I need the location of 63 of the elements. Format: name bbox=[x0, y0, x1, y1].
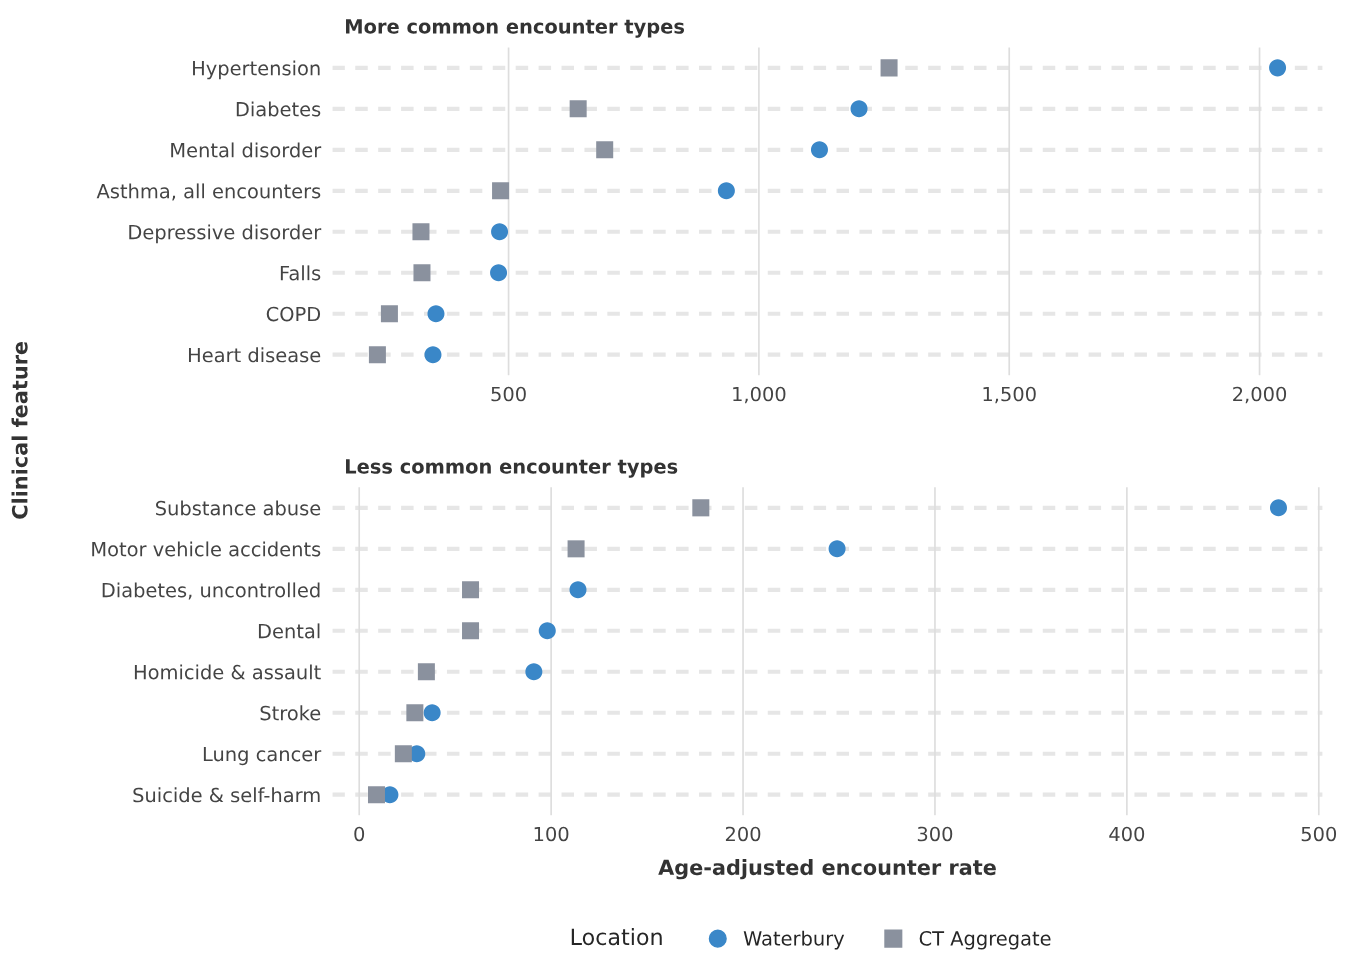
y-tick-label: Depressive disorder bbox=[129, 224, 322, 244]
y-tick-label: Suicide & self-harm bbox=[133, 787, 320, 803]
point bbox=[423, 704, 441, 722]
point bbox=[717, 182, 735, 200]
point bbox=[569, 581, 587, 599]
point bbox=[1269, 499, 1287, 517]
x-tick-label: 500 bbox=[491, 386, 526, 402]
y-tick-label: Mental disorder bbox=[171, 142, 322, 158]
point bbox=[880, 59, 898, 77]
point bbox=[850, 100, 868, 118]
legend-label: Waterbury bbox=[743, 930, 845, 950]
y-axis-title: Clinical feature bbox=[11, 341, 28, 519]
point bbox=[492, 182, 510, 200]
x-tick-label: 400 bbox=[1109, 826, 1145, 842]
y-tick-label: Lung cancer bbox=[203, 746, 322, 766]
point bbox=[394, 745, 412, 763]
point bbox=[424, 346, 442, 364]
y-tick-label: Dental bbox=[258, 623, 320, 639]
point bbox=[427, 305, 445, 323]
point bbox=[538, 622, 556, 640]
point bbox=[567, 540, 585, 558]
point bbox=[462, 581, 480, 599]
legend-label: CT Aggregate bbox=[919, 931, 1051, 950]
point bbox=[368, 346, 386, 364]
x-tick-label: 1,500 bbox=[983, 386, 1036, 404]
point bbox=[367, 786, 385, 804]
point bbox=[490, 264, 508, 282]
y-tick-label: Asthma, all encounters bbox=[96, 183, 321, 201]
point bbox=[462, 622, 480, 640]
y-tick-label: Diabetes bbox=[236, 101, 321, 117]
point bbox=[406, 704, 424, 722]
point bbox=[810, 141, 828, 159]
point bbox=[525, 663, 543, 681]
y-tick-label: Substance abuse bbox=[156, 500, 321, 516]
x-tick-label: 500 bbox=[1301, 826, 1337, 842]
x-tick-label: 100 bbox=[534, 826, 569, 842]
chart-title: Less common encounter types bbox=[346, 459, 678, 478]
y-tick-label: Heart disease bbox=[188, 347, 321, 363]
point bbox=[692, 499, 710, 517]
point bbox=[596, 141, 614, 159]
x-tick-label: 0 bbox=[354, 826, 365, 842]
point bbox=[380, 305, 398, 323]
x-tick-label: 300 bbox=[917, 826, 953, 842]
y-tick-label: Diabetes, uncontrolled bbox=[102, 582, 320, 600]
point bbox=[828, 540, 846, 558]
y-tick-label: Hypertension bbox=[193, 60, 320, 80]
y-tick-label: Falls bbox=[280, 265, 321, 281]
x-tick-label: 200 bbox=[725, 826, 761, 842]
point bbox=[1269, 59, 1287, 77]
x-axis-title: Age-adjusted encounter rate bbox=[658, 859, 996, 880]
legend-title: Location bbox=[571, 927, 662, 946]
y-tick-label: Stroke bbox=[260, 705, 321, 721]
point bbox=[413, 264, 431, 282]
y-tick-label: COPD bbox=[266, 306, 321, 322]
chart-title: More common encounter types bbox=[346, 19, 685, 38]
x-tick-label: 1,000 bbox=[733, 386, 786, 404]
x-tick-label: 2,000 bbox=[1233, 386, 1287, 404]
y-tick-label: Homicide & assault bbox=[134, 664, 321, 680]
point bbox=[417, 663, 435, 681]
y-tick-label: Motor vehicle accidents bbox=[92, 541, 321, 557]
point bbox=[569, 100, 587, 118]
point bbox=[491, 223, 509, 241]
point bbox=[412, 223, 430, 241]
